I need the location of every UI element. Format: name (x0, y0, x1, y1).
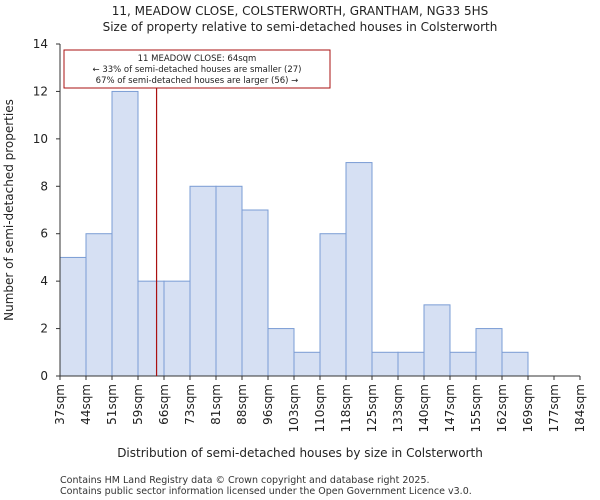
bar-118sqm (345, 162, 373, 377)
marker-annotation: 11 MEADOW CLOSE: 64sqm ← 33% of semi-det… (63, 49, 331, 89)
footer-line1: Contains HM Land Registry data © Crown c… (60, 475, 430, 486)
x-tick-label: 162sqm (495, 384, 509, 432)
x-axis-ticks: 37sqm 44sqm 51sqm 59sqm 66sqm 73sqm 81sqm 88sqm… (53, 376, 587, 432)
x-tick-label: 147sqm (443, 384, 457, 432)
bar-51sqm (111, 90, 139, 377)
bar-series (59, 90, 529, 377)
bar-37sqm (59, 256, 87, 377)
bar-147sqm (449, 351, 477, 377)
y-tick-label: 2 (40, 322, 48, 336)
y-axis-label: Number of semi-detached properties (2, 99, 16, 321)
x-tick-label: 155sqm (469, 384, 483, 432)
x-tick-label: 81sqm (209, 384, 223, 425)
x-tick-label: 96sqm (261, 384, 275, 425)
footer-line2: Contains public sector information licen… (60, 486, 472, 497)
annotation-box (63, 49, 331, 89)
x-tick-label: 110sqm (313, 384, 327, 432)
bar-133sqm (397, 351, 425, 377)
x-tick-label: 133sqm (391, 384, 405, 432)
annotation-line3: 67% of semi-detached houses are larger (… (96, 76, 299, 86)
bar-88sqm (241, 209, 269, 377)
y-tick-label: 6 (40, 227, 48, 241)
x-tick-label: 51sqm (105, 384, 119, 425)
y-tick-label: 8 (40, 179, 48, 193)
x-tick-label: 44sqm (79, 384, 93, 425)
bar-110sqm (319, 233, 347, 377)
x-tick-label: 59sqm (131, 384, 145, 425)
y-tick-label: 10 (33, 132, 48, 146)
x-tick-label: 184sqm (573, 384, 587, 432)
y-tick-label: 4 (40, 274, 48, 288)
y-tick-label: 0 (40, 369, 48, 383)
bar-162sqm (501, 351, 529, 377)
x-axis-label: Distribution of semi-detached houses by … (117, 446, 483, 460)
annotation-line2: ← 33% of semi-detached houses are smalle… (93, 65, 302, 75)
bar-155sqm (475, 328, 503, 377)
x-tick-label: 103sqm (287, 384, 301, 432)
x-tick-label: 140sqm (417, 384, 431, 432)
bar-59sqm (137, 280, 165, 377)
x-tick-label: 88sqm (235, 384, 249, 425)
bar-96sqm (267, 328, 295, 377)
bar-103sqm (293, 351, 321, 377)
chart-title-line2: Size of property relative to semi-detach… (103, 20, 498, 34)
x-tick-label: 118sqm (339, 384, 353, 432)
x-tick-label: 177sqm (547, 384, 561, 432)
x-tick-label: 73sqm (183, 384, 197, 425)
y-axis-ticks: 0 2 4 6 8 10 12 14 (33, 37, 60, 383)
y-tick-label: 12 (33, 84, 48, 98)
x-tick-label: 37sqm (53, 384, 67, 425)
bar-66sqm (163, 280, 191, 377)
y-tick-label: 14 (33, 37, 48, 51)
chart-title-line1: 11, MEADOW CLOSE, COLSTERWORTH, GRANTHAM… (112, 4, 488, 18)
annotation-line1: 11 MEADOW CLOSE: 64sqm (138, 54, 257, 64)
bar-125sqm (371, 351, 399, 377)
bar-73sqm (189, 185, 217, 377)
bar-44sqm (85, 233, 113, 377)
x-tick-label: 169sqm (521, 384, 535, 432)
x-tick-label: 66sqm (157, 384, 171, 425)
bar-140sqm (423, 304, 451, 377)
x-tick-label: 125sqm (365, 384, 379, 432)
bar-81sqm (215, 185, 243, 377)
